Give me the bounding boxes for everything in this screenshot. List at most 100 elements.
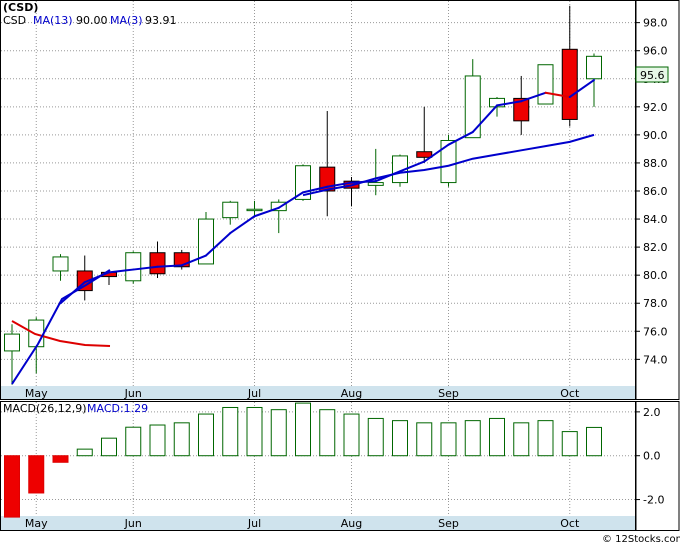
macd-legend-value: MACD:1.29	[87, 402, 148, 415]
candle-body-up	[52, 256, 69, 272]
candle-body-down	[149, 252, 166, 275]
macd-bar	[295, 402, 311, 457]
price-x-tick-label: Jun	[124, 387, 142, 400]
macd-bar	[343, 413, 360, 457]
price-y-tick-label: 88.0	[643, 157, 668, 170]
macd-bar	[586, 426, 602, 457]
price-x-tick-label: Sep	[438, 387, 459, 400]
candle-body-up	[464, 75, 481, 139]
macd-bar	[101, 437, 117, 457]
price-y-tick-label: 80.0	[643, 269, 668, 282]
price-panel	[0, 0, 636, 400]
moving-average-lines	[11, 79, 595, 385]
macd-bar	[367, 417, 384, 457]
price-y-tick-label: 92.0	[643, 101, 668, 114]
macd-x-tick-label: Aug	[341, 517, 362, 530]
macd-bar	[489, 417, 505, 457]
price-y-tick-label: 96.0	[643, 45, 668, 58]
legend-symbol: CSD	[3, 14, 26, 27]
ma3-segment	[302, 185, 329, 194]
ma3-segment	[350, 180, 377, 184]
candle-body-up	[125, 252, 142, 282]
price-x-ticks: May Jun Jul Aug Sep Oct	[25, 387, 580, 400]
candle-body-down	[319, 166, 336, 192]
candle-body-up	[367, 182, 384, 186]
ma3-segment	[374, 170, 401, 183]
legend-ma13-label: MA(13)	[33, 14, 73, 27]
price-y-tick-label: 78.0	[643, 297, 668, 310]
ma3-segment	[253, 206, 280, 218]
legend-ma13-value: 90.00	[76, 14, 108, 27]
price-y-tick-label: 86.0	[643, 185, 668, 198]
ma3-segment	[399, 160, 426, 173]
price-x-tick-label: Oct	[560, 387, 580, 400]
macd-y-ticks: 2.0 0.0 -2.0	[636, 406, 664, 507]
macd-bar	[173, 422, 190, 457]
ma3-segment	[180, 254, 207, 267]
candle-body-up	[440, 139, 457, 184]
macd-x-tick-label: May	[25, 517, 48, 530]
price-y-tick-label: 84.0	[643, 213, 668, 226]
price-y-tick-label: 90.0	[643, 129, 668, 142]
macd-bars	[4, 402, 602, 518]
last-price-tag: 95.6	[640, 69, 665, 82]
price-y-axis-area	[635, 0, 680, 400]
macd-bar	[270, 409, 287, 457]
macd-y-axis-area	[635, 401, 680, 531]
macd-y-tick-label: 2.0	[643, 406, 661, 419]
candle-body-up	[586, 55, 602, 80]
macd-x-tick-label: Oct	[560, 517, 580, 530]
legend-ma3-value: 93.91	[145, 14, 177, 27]
ma3-segment	[205, 232, 232, 257]
macd-bar	[76, 448, 93, 457]
macd-bar	[125, 426, 142, 457]
macd-bar	[149, 424, 166, 457]
macd-bar	[440, 422, 457, 457]
macd-bar	[464, 420, 481, 457]
candle-body-up	[246, 208, 263, 212]
candle-body-up	[4, 333, 20, 352]
macd-x-tick-label: Sep	[438, 517, 459, 530]
macd-bar	[246, 406, 263, 457]
candle-body-up	[537, 64, 554, 105]
macd-x-tick-label: Jun	[124, 517, 142, 530]
ma3-segment	[568, 79, 595, 98]
candle-body-down	[416, 151, 433, 158]
macd-bar	[561, 431, 578, 457]
price-y-tick-label: 74.0	[643, 353, 668, 366]
candle-body-down	[513, 97, 530, 122]
macd-bar	[416, 422, 433, 457]
ma3-early-segment	[11, 269, 111, 385]
ma3-segment	[520, 91, 547, 103]
legend-ma3-label: MA(3)	[110, 14, 143, 27]
ma3-segment	[326, 181, 353, 188]
price-y-tick-label: 82.0	[643, 241, 668, 254]
macd-bar	[392, 420, 408, 457]
ma3-segment	[471, 104, 498, 134]
ma3-segment	[156, 264, 183, 268]
ma13-early-segment	[11, 320, 111, 347]
macd-bar	[28, 455, 45, 494]
macd-x-tick-label: Jul	[247, 517, 261, 530]
macd-x-axis-band	[1, 516, 635, 530]
price-y-tick-label: 98.0	[643, 17, 668, 30]
macd-bar	[198, 413, 214, 457]
price-grid	[1, 1, 635, 386]
ma3-segment	[277, 191, 304, 209]
ma13-line	[302, 133, 595, 197]
macd-bar	[537, 420, 554, 457]
macd-bar	[4, 455, 20, 518]
price-y-tick-label: 76.0	[643, 325, 668, 338]
ma3-segment	[108, 268, 135, 274]
macd-bar	[513, 422, 530, 457]
macd-bar	[222, 406, 239, 457]
price-y-ticks: 74.0 76.0 78.0 80.0 82.0 84.0 86.0 88.0 90.0 92.0…	[636, 17, 668, 366]
candle-body-up	[222, 201, 239, 219]
macd-y-tick-label: -2.0	[643, 494, 664, 507]
ma3-segment	[447, 131, 474, 146]
candle-body-up	[270, 201, 287, 212]
macd-x-ticks: May Jun Jul Aug Sep Oct	[25, 517, 580, 530]
chart-title: (CSD)	[3, 1, 38, 14]
